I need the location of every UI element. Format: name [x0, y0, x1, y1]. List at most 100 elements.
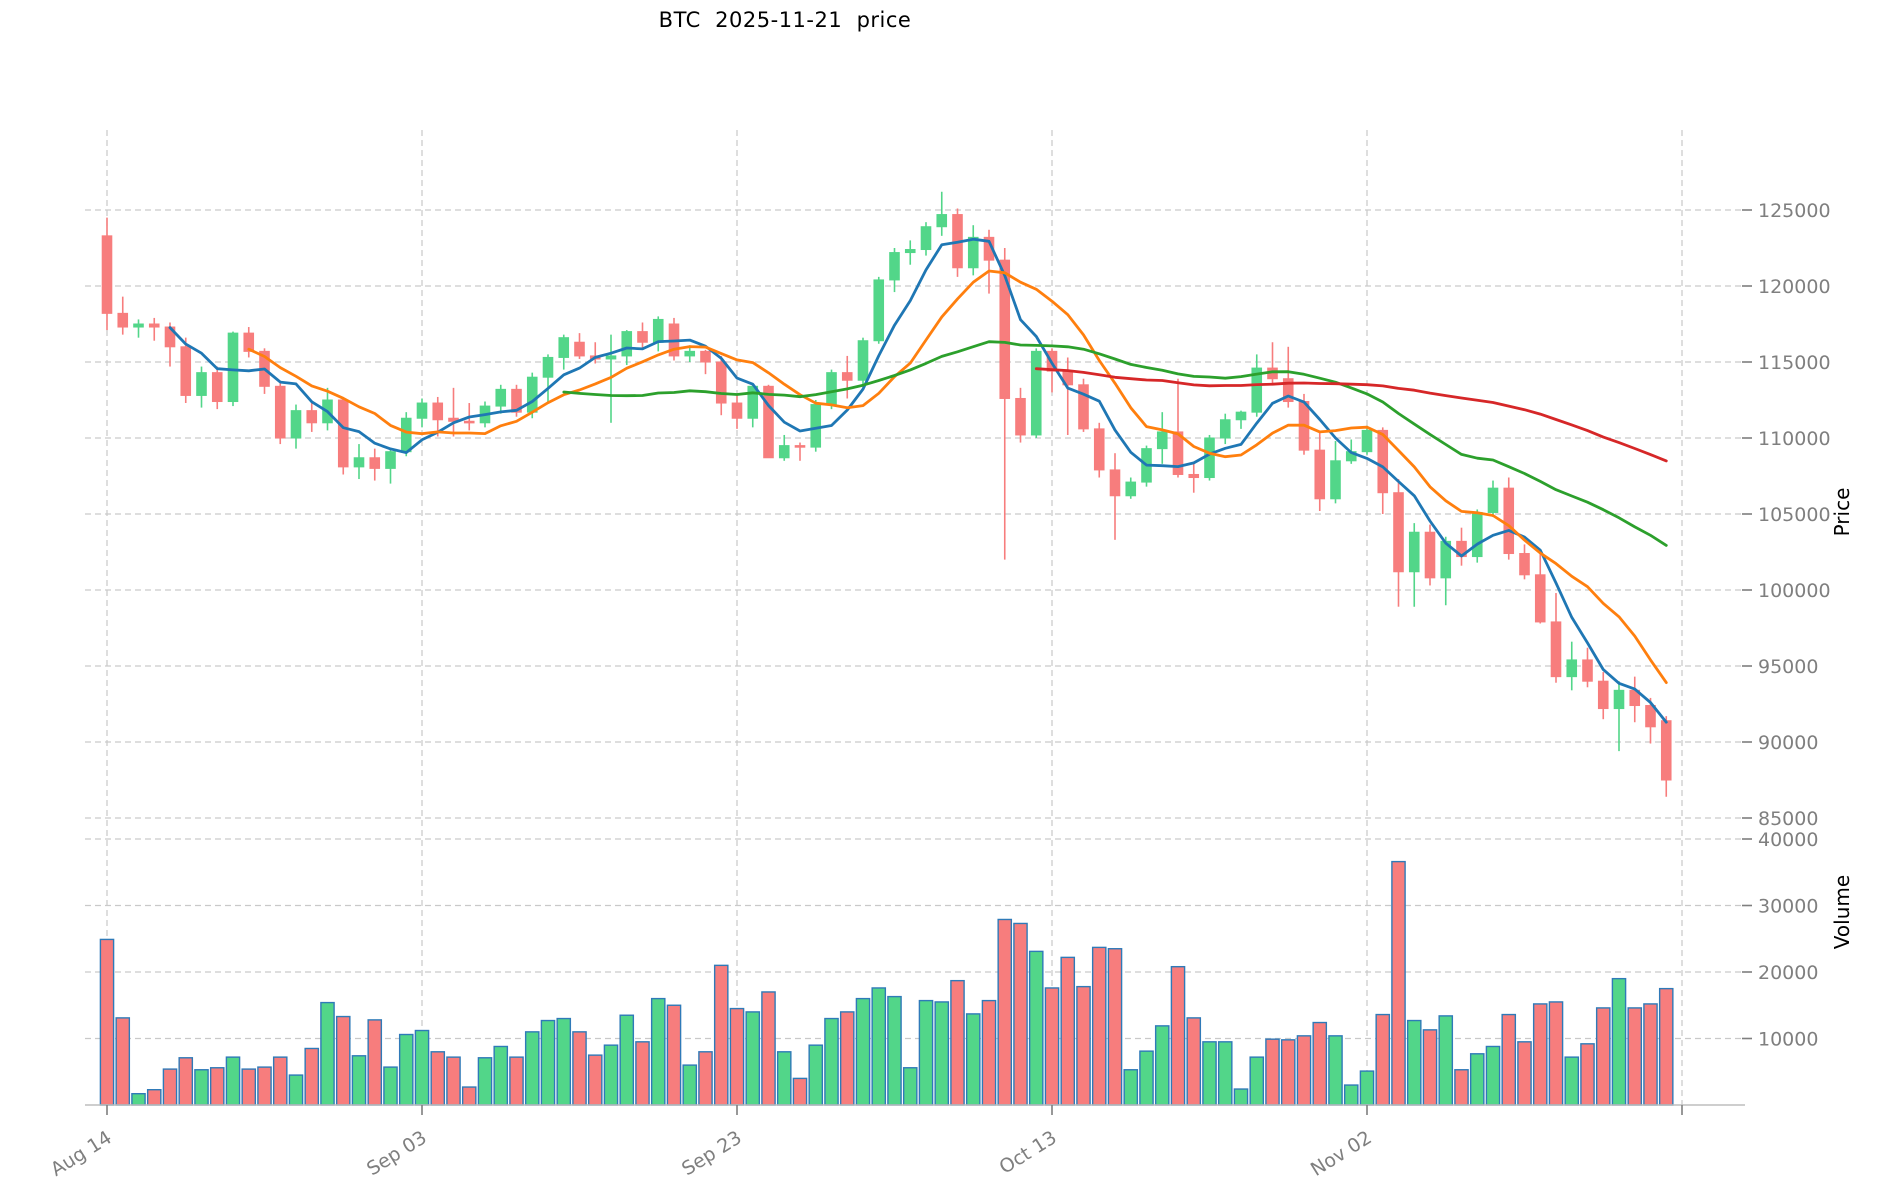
volume-bar: [1312, 1021, 1328, 1106]
volume-bar: [1028, 950, 1044, 1106]
candle-body: [148, 323, 160, 328]
candle-body: [1109, 469, 1121, 497]
volume-bar: [1422, 1029, 1438, 1106]
volume-bar: [556, 1017, 572, 1106]
price-tick-label: 115000: [1758, 352, 1831, 374]
volume-bar: [839, 1011, 855, 1106]
candle-body: [700, 350, 711, 363]
volume-bar: [1469, 1053, 1485, 1106]
candle-body: [1393, 492, 1404, 573]
volume-bar: [1454, 1069, 1469, 1106]
volume-bar: [887, 995, 902, 1106]
price-tick-label: 105000: [1758, 504, 1831, 526]
candle-body: [385, 451, 396, 469]
candle-body: [180, 346, 192, 396]
candle-body: [1660, 720, 1672, 781]
date-tick-label: Sep 23: [678, 1127, 746, 1181]
volume-bar: [1186, 1017, 1202, 1106]
candle-body: [1582, 659, 1593, 682]
candle-body: [810, 404, 822, 448]
volume-bar: [934, 1001, 950, 1106]
volume-bar: [808, 1044, 824, 1106]
price-tick-label: 100000: [1758, 580, 1831, 602]
volume-bar: [477, 1057, 493, 1106]
volume-bar: [965, 1013, 981, 1106]
volume-bar: [1643, 1003, 1658, 1106]
candle-body: [1156, 431, 1168, 450]
candle-body: [652, 318, 664, 343]
volume-bar: [713, 964, 729, 1106]
volume-bar: [257, 1066, 272, 1106]
candle-body: [857, 340, 869, 381]
volume-tick-label: 30000: [1758, 896, 1818, 918]
volume-bar: [855, 997, 871, 1106]
volume-bar: [1170, 965, 1186, 1106]
volume-bar: [1627, 1007, 1643, 1106]
candle-body: [306, 410, 318, 424]
volume-bar: [1139, 1050, 1154, 1106]
candle-body: [574, 341, 585, 357]
price-tick-label: 120000: [1758, 276, 1831, 298]
volume-bar: [1217, 1041, 1233, 1106]
candle-body: [1408, 531, 1420, 573]
volume-bar: [1438, 1015, 1454, 1106]
price-tick-label: 95000: [1758, 656, 1818, 678]
volume-bar: [792, 1077, 808, 1106]
candle-body: [1125, 481, 1137, 497]
candle-body: [936, 214, 948, 228]
volume-bar: [288, 1074, 304, 1106]
candle-body: [211, 372, 223, 403]
volume-bar: [1280, 1039, 1296, 1106]
volume-bar: [1501, 1013, 1517, 1106]
candle-body: [353, 457, 365, 468]
candle-body: [526, 376, 538, 413]
volume-bar: [619, 1014, 635, 1106]
candle-body: [196, 372, 207, 396]
candle-body: [1282, 378, 1294, 403]
volume-bar: [1233, 1088, 1249, 1106]
candle-body: [558, 337, 570, 358]
volume-bar: [320, 1001, 335, 1106]
volume-bar: [1249, 1056, 1265, 1106]
candle-body: [243, 332, 255, 352]
candle-body: [1093, 428, 1105, 471]
candle-body: [1235, 411, 1247, 421]
candle-body: [778, 445, 790, 459]
volume-bar: [950, 979, 965, 1106]
ma-line-60: [1034, 367, 1668, 463]
price-axis-label: Price: [1830, 488, 1854, 537]
volume-bar: [194, 1069, 209, 1106]
candle-body: [1550, 621, 1562, 678]
volume-bar: [146, 1089, 162, 1106]
volume-bar: [509, 1056, 524, 1106]
volume-bar: [335, 1015, 351, 1106]
candle-body: [117, 312, 129, 328]
price-tick-label: 90000: [1758, 732, 1818, 754]
candle-body: [1503, 487, 1515, 555]
candle-body: [432, 402, 444, 421]
volume-bar: [446, 1056, 461, 1106]
date-tick-label: Sep 03: [363, 1127, 431, 1181]
volume-bar: [304, 1047, 320, 1106]
volume-bar: [682, 1064, 698, 1106]
volume-bar: [1359, 1070, 1375, 1106]
volume-bar: [1517, 1041, 1532, 1106]
candle-body: [1597, 680, 1609, 710]
candle-body: [715, 361, 727, 404]
candle-body: [731, 402, 743, 419]
candle-body: [1361, 429, 1373, 453]
price-tick-label: 85000: [1758, 808, 1818, 830]
volume-bar: [871, 987, 887, 1106]
volume-bar: [1265, 1038, 1280, 1106]
volume-tick-label: 10000: [1758, 1029, 1818, 1051]
volume-bar: [1044, 987, 1060, 1106]
volume-bar: [1296, 1035, 1312, 1106]
volume-bar: [776, 1051, 792, 1106]
volume-bar: [398, 1033, 414, 1106]
volume-bar: [162, 1068, 178, 1106]
volume-bar: [1548, 1001, 1564, 1106]
volume-bar: [178, 1057, 194, 1106]
candle-body: [1613, 689, 1625, 710]
volume-bar: [1202, 1041, 1217, 1106]
volume-bar: [1611, 977, 1627, 1106]
